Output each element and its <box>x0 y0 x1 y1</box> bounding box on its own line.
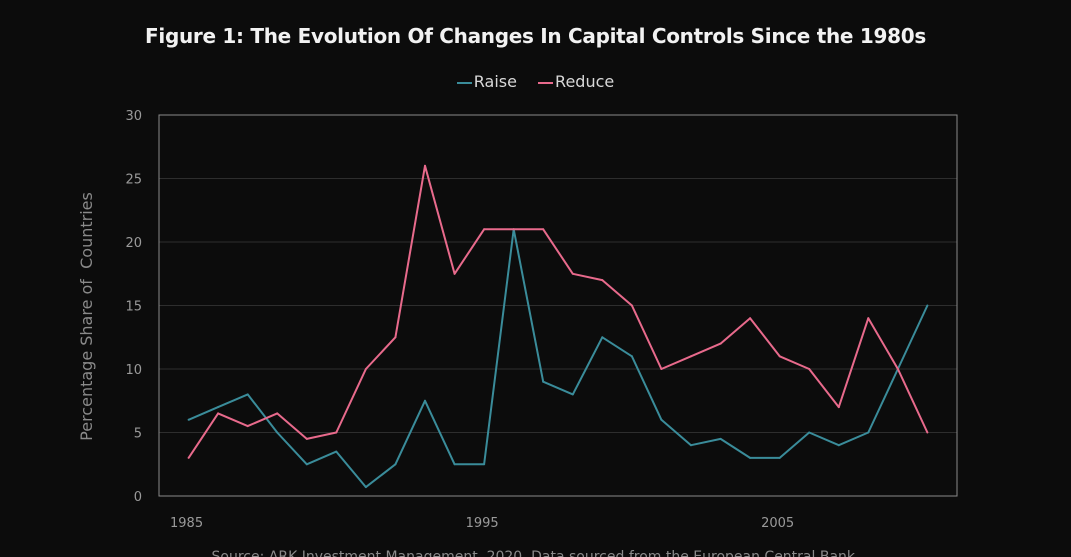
data-point-raise <box>749 456 752 459</box>
chart-title: Figure 1: The Evolution Of Changes In Ca… <box>145 24 926 48</box>
series-lines <box>187 164 929 489</box>
data-point-reduce <box>335 431 338 434</box>
plot-frame <box>158 114 958 497</box>
data-point-reduce <box>690 355 692 358</box>
data-point-reduce <box>926 431 929 434</box>
legend-item-raise[interactable]: Raise <box>456 72 517 91</box>
data-point-raise <box>542 380 545 383</box>
legend-swatch-reduce <box>538 81 554 84</box>
data-point-raise <box>808 431 811 434</box>
data-point-raise <box>217 406 220 409</box>
data-point-raise <box>305 463 308 466</box>
data-point-raise <box>453 463 456 466</box>
data-point-reduce <box>512 228 515 231</box>
y-tick-label: 5 <box>134 427 142 442</box>
data-point-raise <box>364 486 367 489</box>
data-point-reduce <box>394 336 397 339</box>
data-point-reduce <box>749 317 752 320</box>
data-point-raise <box>276 431 279 434</box>
gridlines <box>159 178 957 433</box>
data-point-reduce <box>453 272 456 275</box>
x-tick-label: 1995 <box>466 516 499 531</box>
legend-item-reduce[interactable]: Reduce <box>538 72 614 91</box>
data-point-raise <box>867 431 870 434</box>
data-point-raise <box>246 393 249 396</box>
data-point-reduce <box>867 317 870 320</box>
data-point-reduce <box>719 342 722 345</box>
data-point-reduce <box>778 355 781 358</box>
y-axis-label: Percentage Share of Countries <box>77 192 96 441</box>
data-point-raise <box>630 355 633 358</box>
data-point-reduce <box>424 164 426 167</box>
data-point-reduce <box>837 406 840 409</box>
data-point-raise <box>660 418 663 421</box>
data-point-reduce <box>630 304 633 307</box>
data-point-reduce <box>660 368 663 370</box>
source-note: Source: ARK Investment Management, 2020.… <box>211 549 860 557</box>
y-tick-label: 30 <box>125 109 142 124</box>
data-point-reduce <box>542 228 545 231</box>
data-point-reduce <box>808 368 811 370</box>
data-point-raise <box>778 456 781 459</box>
series-line-raise <box>188 228 929 489</box>
y-tick-label: 25 <box>125 173 142 188</box>
data-point-raise <box>837 444 840 447</box>
y-tick-label: 0 <box>134 490 142 505</box>
data-point-raise <box>335 450 338 453</box>
legend-swatch-raise <box>456 81 472 84</box>
data-point-reduce <box>217 412 220 415</box>
legend-label-raise: Raise <box>473 72 517 91</box>
data-point-reduce <box>896 368 899 370</box>
y-tick-label: 20 <box>125 236 142 251</box>
data-point-raise <box>601 336 604 339</box>
x-axis-ticks: 1985 1995 2005 <box>170 516 794 531</box>
x-tick-label: 2005 <box>761 516 794 531</box>
data-point-reduce <box>364 368 367 370</box>
data-point-reduce <box>571 272 574 275</box>
data-point-reduce <box>305 437 308 440</box>
data-point-reduce <box>483 228 486 231</box>
data-point-raise <box>483 463 486 466</box>
data-point-raise <box>690 444 692 447</box>
legend-label-reduce: Reduce <box>555 72 615 91</box>
data-point-reduce <box>276 412 279 415</box>
y-tick-label: 15 <box>125 300 142 315</box>
data-point-reduce <box>601 279 604 282</box>
data-point-raise <box>424 399 426 402</box>
data-point-raise <box>926 304 929 307</box>
data-point-reduce <box>187 456 190 459</box>
y-tick-label: 10 <box>125 363 142 378</box>
data-point-raise <box>571 393 574 396</box>
data-point-raise <box>187 418 190 421</box>
data-point-reduce <box>246 425 249 428</box>
series-line-reduce <box>187 164 929 459</box>
chart-legend: Raise Reduce <box>0 72 1071 91</box>
y-axis-ticks: 0 5 10 15 20 25 30 <box>125 109 142 505</box>
x-tick-label: 1985 <box>170 516 203 531</box>
data-point-raise <box>719 437 722 440</box>
data-point-raise <box>394 463 397 466</box>
